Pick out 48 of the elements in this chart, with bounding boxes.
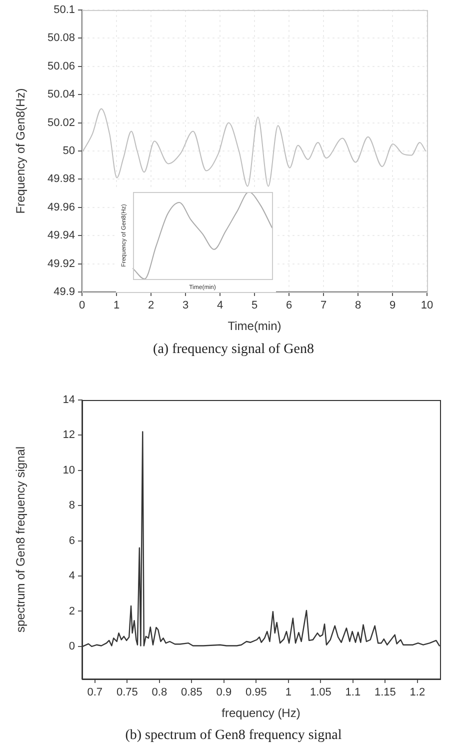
x-tick-label: 0.95 — [245, 686, 267, 699]
x-tick-label: 5 — [251, 300, 258, 312]
y-tick-label: 50.08 — [47, 32, 75, 44]
x-tick-label: 4 — [216, 300, 224, 312]
x-axis-title: Time(min) — [228, 319, 282, 334]
x-tick-label: 1.1 — [345, 686, 361, 699]
y-tick-label: 49.9 — [54, 286, 75, 298]
y-tick-label: 49.94 — [47, 230, 75, 242]
y-tick-label: 50.04 — [47, 88, 75, 101]
x-tick-label: 0.85 — [180, 686, 202, 699]
y-tick-label: 50.02 — [47, 116, 75, 129]
x-tick-label: 7 — [320, 300, 327, 312]
y-tick-label: 4 — [68, 570, 75, 582]
x-tick-label: 1.15 — [374, 686, 396, 699]
x-tick-label: 0 — [78, 300, 86, 312]
x-tick-label: 1.2 — [410, 686, 426, 699]
x-tick-label: 1.05 — [310, 686, 332, 699]
x-tick-label: 0.7 — [87, 686, 103, 699]
y-tick-label: 14 — [62, 394, 75, 406]
y-tick-label: 50 — [62, 145, 75, 158]
y-tick-label: 50.06 — [47, 60, 75, 72]
y-axis-title: Frequency of Gen8(Hz) — [14, 88, 28, 214]
y-tick-label: 6 — [68, 534, 75, 547]
x-tick-label: 2 — [148, 300, 154, 312]
y-tick-label: 0 — [68, 640, 75, 652]
line-series — [82, 108, 426, 187]
y-tick-label: 49.98 — [47, 173, 75, 186]
y-tick-label: 10 — [62, 464, 75, 476]
y-tick-label: 2 — [68, 605, 75, 618]
x-tick-label: 0.9 — [216, 686, 232, 699]
x-tick-label: 3 — [182, 300, 189, 312]
y-tick-label: 12 — [62, 429, 75, 442]
x-tick-label: 0.75 — [116, 686, 138, 699]
x-tick-label: 8 — [354, 300, 362, 312]
x-tick-label: 0.8 — [152, 686, 168, 699]
text: (b) spectrum of Gen8 frequency signal — [124, 728, 343, 744]
x-tick-label: 10 — [420, 300, 434, 312]
text: (a) frequency signal of Gen8 — [152, 342, 315, 358]
y-tick-label: 50.1 — [54, 4, 75, 16]
x-tick-label: 1 — [113, 300, 120, 312]
y-tick-label: 49.92 — [47, 258, 75, 270]
x-tick-label: 1 — [285, 686, 292, 699]
y-axis-title: spectrum of Gen8 frequency signal — [14, 446, 28, 633]
x-axis-title: frequency (Hz) — [222, 706, 300, 720]
x-tick-label: 6 — [286, 300, 292, 312]
x-tick-label: 9 — [389, 300, 396, 312]
y-tick-label: 8 — [68, 500, 75, 512]
y-tick-label: 49.96 — [47, 201, 75, 214]
